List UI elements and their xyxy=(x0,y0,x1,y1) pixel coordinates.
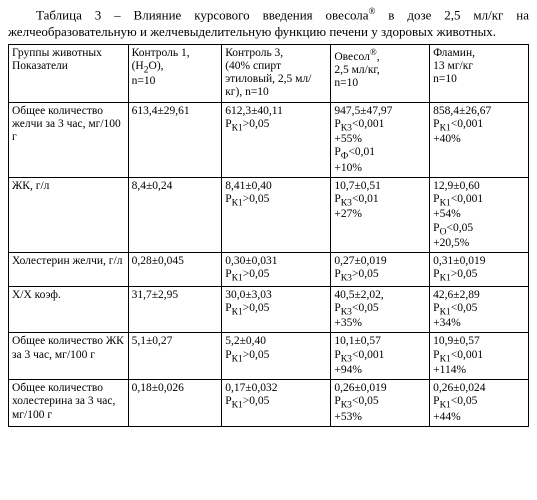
cell: 0,30±0,031PК1>0,05 xyxy=(222,253,331,287)
table-header-row: Группы животныхПоказатели Контроль 1,(H2… xyxy=(9,44,529,102)
cell: 858,4±26,67PК1<0,001+40% xyxy=(430,102,529,177)
table-row: Общее количество желчи за 3 час, мг/100 … xyxy=(9,102,529,177)
cell: 612,3±40,11PК1>0,05 xyxy=(222,102,331,177)
cell: 10,1±0,57PК3<0,001+94% xyxy=(331,333,430,380)
row-label: Х/Х коэф. xyxy=(9,286,129,333)
cell: 5,1±0,27 xyxy=(128,333,222,380)
cell: 613,4±29,61 xyxy=(128,102,222,177)
col-header-3: Фламин,13 мг/кгn=10 xyxy=(430,44,529,102)
row-header-label: Группы животныхПоказатели xyxy=(9,44,129,102)
cell: 0,26±0,024PК1<0,05+44% xyxy=(430,380,529,427)
cell: 30,0±3,03PК1>0,05 xyxy=(222,286,331,333)
cell: 10,7±0,51PК3<0,01+27% xyxy=(331,177,430,252)
cell: 12,9±0,60PК1<0,001+54%PО<0,05+20,5% xyxy=(430,177,529,252)
row-label: Общее количество желчи за 3 час, мг/100 … xyxy=(9,102,129,177)
row-label: Холестерин желчи, г/л xyxy=(9,253,129,287)
cell: 31,7±2,95 xyxy=(128,286,222,333)
cell: 0,17±0,032PК1>0,05 xyxy=(222,380,331,427)
row-label: ЖК, г/л xyxy=(9,177,129,252)
table-row: Холестерин желчи, г/л 0,28±0,045 0,30±0,… xyxy=(9,253,529,287)
row-label: Общее количество холестерина за 3 час, м… xyxy=(9,380,129,427)
col-header-1: Контроль 3,(40% спирт этиловый, 2,5 мл/к… xyxy=(222,44,331,102)
cell: 0,26±0,019PК3<0,05+53% xyxy=(331,380,430,427)
cell: 42,6±2,89PК1<0,05+34% xyxy=(430,286,529,333)
cell: 947,5±47,97PК3<0,001+55%PФ<0,01+10% xyxy=(331,102,430,177)
cell: 8,4±0,24 xyxy=(128,177,222,252)
table-row: Общее количество холестерина за 3 час, м… xyxy=(9,380,529,427)
cell: 5,2±0,40PК1>0,05 xyxy=(222,333,331,380)
page-root: Таблица 3 – Влияние курсового введения о… xyxy=(0,0,537,435)
cell: 0,18±0,026 xyxy=(128,380,222,427)
cell: 0,31±0,019PК1>0,05 xyxy=(430,253,529,287)
cell: 8,41±0,40PК1>0,05 xyxy=(222,177,331,252)
cell: 0,28±0,045 xyxy=(128,253,222,287)
table-row: Х/Х коэф. 31,7±2,95 30,0±3,03PК1>0,05 40… xyxy=(9,286,529,333)
col-header-0: Контроль 1,(H2O),n=10 xyxy=(128,44,222,102)
table-caption: Таблица 3 – Влияние курсового введения о… xyxy=(8,6,529,40)
table-row: Общее количество ЖК за 3 час, мг/100 г 5… xyxy=(9,333,529,380)
cell: 10,9±0,57PК1<0,001+114% xyxy=(430,333,529,380)
row-label: Общее количество ЖК за 3 час, мг/100 г xyxy=(9,333,129,380)
cell: 0,27±0,019PК3>0,05 xyxy=(331,253,430,287)
table-row: ЖК, г/л 8,4±0,24 8,41±0,40PК1>0,05 10,7±… xyxy=(9,177,529,252)
col-header-2: Овесол®,2,5 мл/кг,n=10 xyxy=(331,44,430,102)
data-table: Группы животныхПоказатели Контроль 1,(H2… xyxy=(8,44,529,427)
cell: 40,5±2,02,PК3<0,05+35% xyxy=(331,286,430,333)
